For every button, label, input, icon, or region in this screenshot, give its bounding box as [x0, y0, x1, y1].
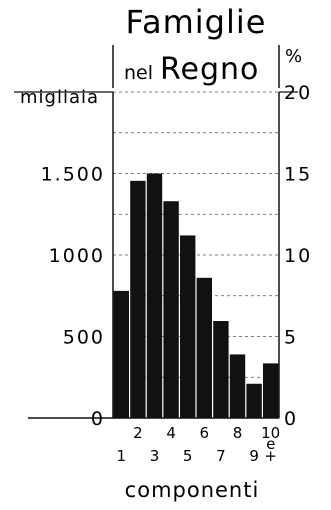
bar: [263, 363, 279, 418]
bar: [229, 354, 246, 418]
bar: [180, 235, 196, 418]
y-tick-label: 500: [63, 327, 105, 349]
x-tick-label: +: [264, 447, 277, 465]
y-tick-label: 1.500: [41, 164, 105, 186]
x-tick-label: 3: [150, 447, 160, 465]
y-tick-label-right: 10: [284, 245, 312, 267]
x-tick-label: 9: [249, 447, 259, 465]
y-tick-label-right: 0: [284, 408, 298, 430]
y-tick-label: 0: [91, 408, 105, 430]
x-axis-label: componenti: [125, 478, 260, 502]
x-tick-label: 5: [183, 447, 193, 465]
bar: [113, 290, 129, 418]
bar: [163, 201, 179, 418]
x-tick-superscript: e: [266, 435, 275, 453]
chart-title-line2-big: Regno: [160, 52, 259, 87]
x-tick-label: 6: [200, 424, 210, 442]
chart-title-line2-small: nel: [124, 62, 153, 84]
left-axis-unit: migliaia: [20, 87, 99, 108]
y-tick-label-right: 15: [284, 164, 312, 186]
y-tick-label-right: 20: [284, 82, 312, 104]
chart-title-line1: Famiglie: [126, 3, 267, 41]
x-tick-label: 8: [233, 424, 243, 442]
bar: [130, 180, 146, 418]
bar: [146, 173, 163, 418]
x-tick-label: 7: [216, 447, 226, 465]
y-tick-label: 1000: [49, 245, 105, 267]
right-axis-unit: %: [285, 46, 303, 67]
plot-area: 0 500 1000 1.500 0 5 10 15 20 2 4 6 8 10 1 3 5 7 9e+: [14, 82, 312, 465]
y-tick-label-right: 5: [284, 327, 298, 349]
x-tick-label: 10: [261, 424, 280, 442]
bar: [196, 277, 212, 418]
x-tick-label: 4: [166, 424, 176, 442]
x-tick-label: 1: [117, 447, 127, 465]
bar: [246, 383, 262, 418]
bar: [213, 321, 229, 418]
x-tick-label: 2: [133, 424, 143, 442]
